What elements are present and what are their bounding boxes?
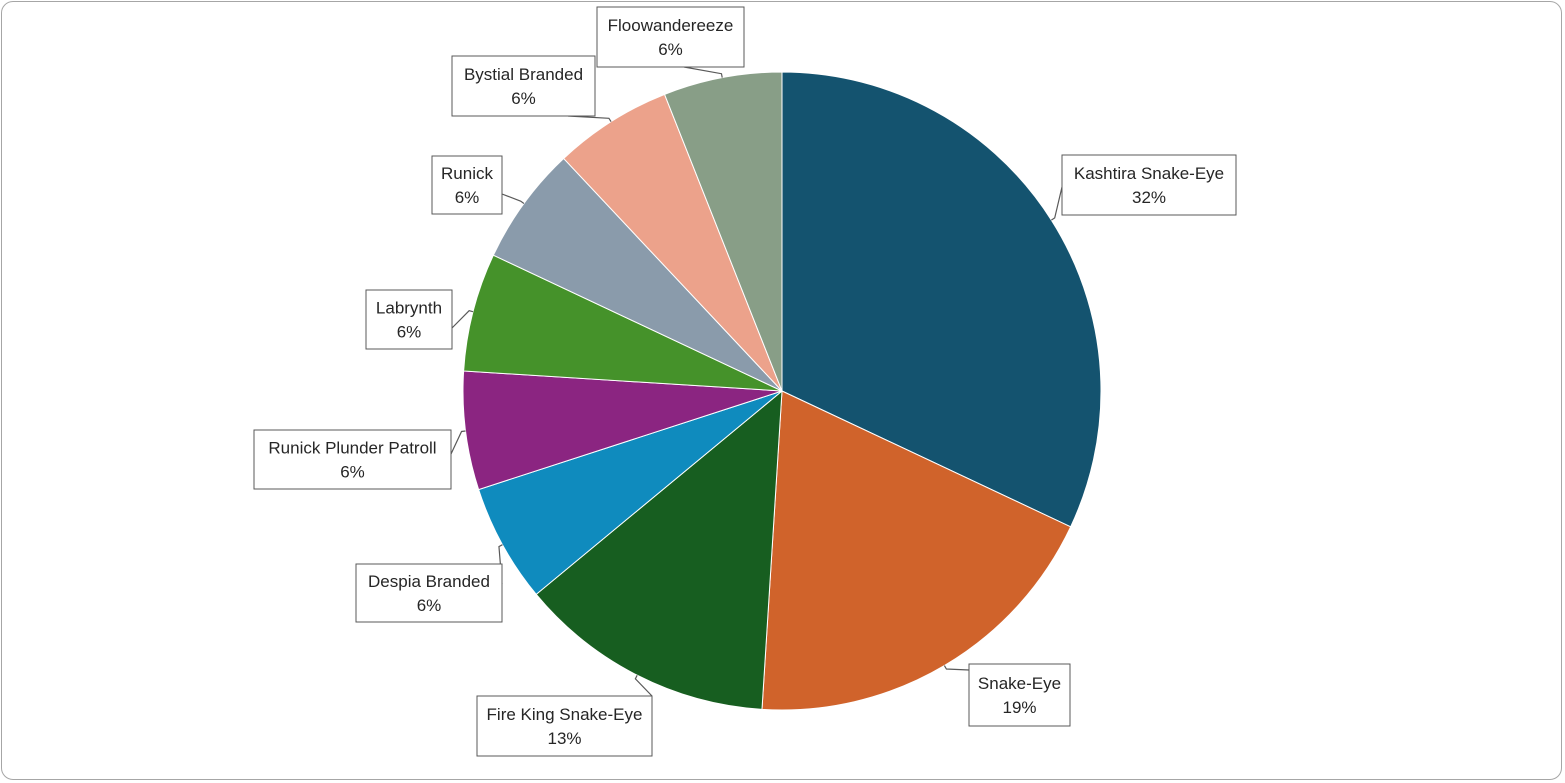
data-label-box — [968, 663, 1071, 727]
data-label-name: Labrynth — [376, 299, 442, 318]
data-label-box — [596, 6, 745, 68]
data-label-name: Despia Branded — [368, 572, 490, 591]
data-label-box — [476, 695, 653, 757]
data-label-name: Fire King Snake-Eye — [487, 705, 643, 724]
leader-line — [451, 310, 474, 329]
data-label-name: Floowandereeze — [608, 16, 734, 35]
data-label-box — [431, 155, 503, 215]
leader-line — [450, 430, 466, 455]
leader-line — [683, 66, 723, 78]
data-label-percent: 13% — [547, 729, 581, 748]
pie-slice-labrynth — [463, 254, 783, 392]
data-label-name: Snake-Eye — [978, 674, 1061, 693]
leader-line — [943, 665, 970, 671]
data-label-percent: 32% — [1132, 188, 1166, 207]
data-label-box — [1061, 154, 1237, 216]
leader-line — [501, 193, 525, 204]
data-label-name: Kashtira Snake-Eye — [1074, 164, 1224, 183]
data-label-percent: 6% — [511, 89, 536, 108]
pie-slices — [462, 71, 1102, 711]
data-label-percent: 6% — [397, 323, 422, 342]
data-label-name: Runick — [441, 164, 493, 183]
data-label-percent: 6% — [658, 40, 683, 59]
data-labels: Kashtira Snake-Eye 32% Snake-Eye 19% Fire Ki… — [253, 6, 1237, 757]
leader-line — [1051, 186, 1063, 221]
pie-slice-despia-branded — [477, 390, 783, 596]
data-label-box — [451, 55, 596, 117]
data-label-box — [355, 563, 503, 623]
data-label-percent: 6% — [340, 463, 365, 482]
leader-line — [634, 674, 653, 697]
pie-slice-runick — [492, 157, 783, 392]
pie-slice-floowandereeze — [663, 71, 783, 392]
leader-line — [567, 115, 612, 122]
pie-slice-bystial-branded — [562, 93, 783, 392]
data-label-box — [253, 429, 452, 490]
data-label-box — [365, 289, 453, 350]
data-label-name: Runick Plunder Patroll — [268, 439, 436, 458]
data-label-percent: 19% — [1002, 698, 1036, 717]
data-label-percent: 6% — [417, 596, 442, 615]
data-label-name: Bystial Branded — [464, 65, 583, 84]
data-label-percent: 6% — [455, 188, 480, 207]
pie-slice-runick-plunder-patroll — [462, 370, 783, 491]
